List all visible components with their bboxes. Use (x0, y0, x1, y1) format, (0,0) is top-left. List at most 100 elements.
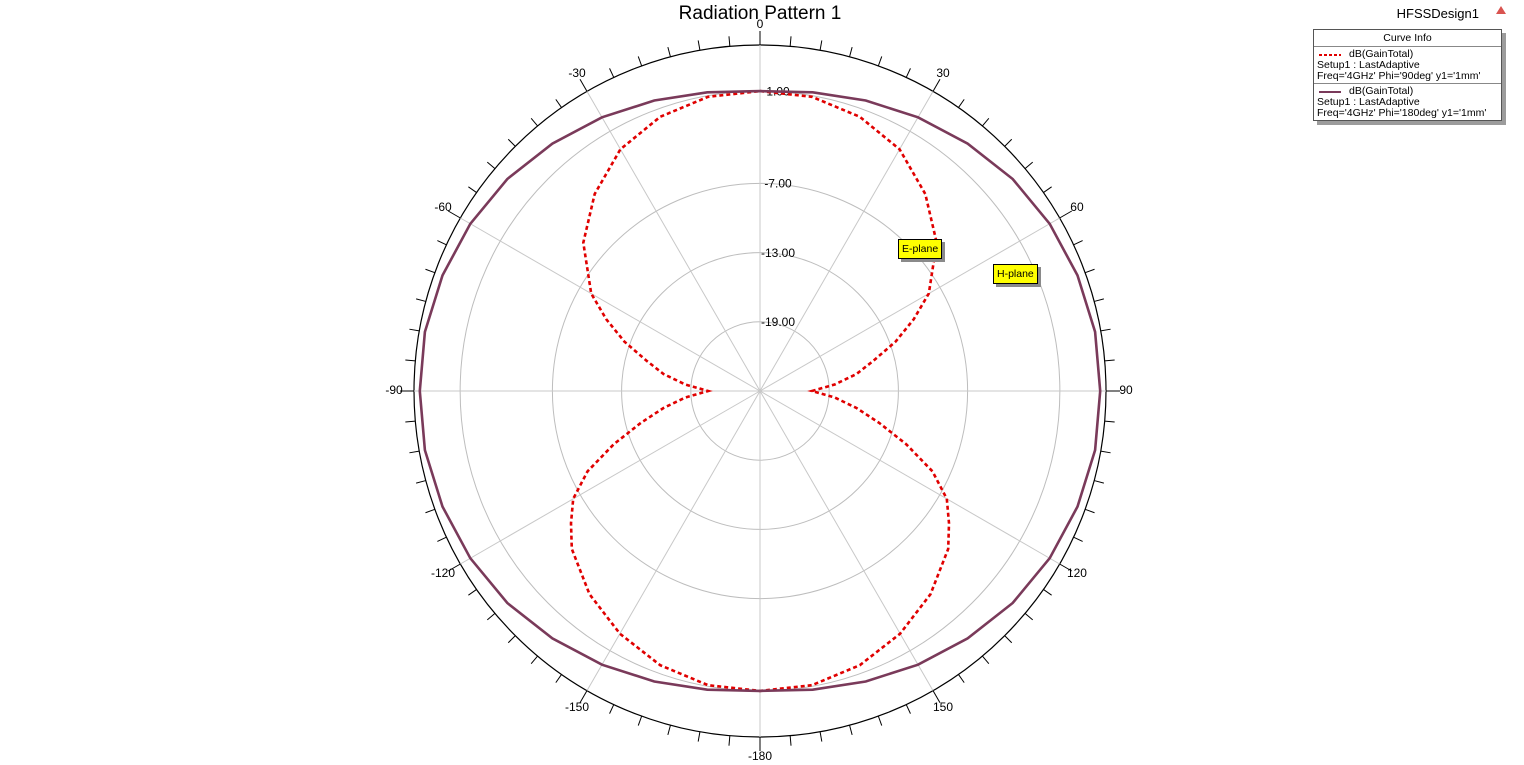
angle-tick (409, 450, 420, 454)
angle-tick (486, 613, 496, 621)
angle-tick-label: -30 (568, 66, 586, 80)
grid-spoke (460, 217, 761, 392)
angle-tick (1073, 240, 1083, 246)
angle-tick-label: -60 (434, 200, 452, 214)
design-name: HFSSDesign1 (1396, 6, 1479, 21)
legend-entry-phi90[interactable]: dB(GainTotal) Setup1 : LastAdaptive Freq… (1314, 47, 1501, 83)
angle-tick (789, 36, 792, 47)
angle-tick (982, 117, 990, 127)
grid-spoke (759, 390, 1060, 565)
angle-tick (1104, 420, 1115, 423)
legend-setup: Setup1 : LastAdaptive (1317, 96, 1420, 108)
radial-tick-label: -13.00 (761, 246, 795, 260)
angle-tick-label: 0 (757, 17, 764, 31)
angle-tick-marks (400, 31, 1120, 751)
angle-tick (579, 78, 588, 92)
radial-tick-label: -19.00 (761, 315, 795, 329)
series-curves (418, 89, 1102, 693)
angle-tick (1073, 536, 1083, 542)
legend-title: Curve Info (1314, 30, 1501, 47)
angle-tick (877, 56, 883, 67)
angle-tick (637, 715, 643, 726)
angle-tick (416, 298, 426, 302)
angle-tick (530, 117, 538, 127)
angle-tick (728, 36, 731, 47)
angle-tick-label: 30 (936, 66, 950, 80)
curve-info-legend[interactable]: Curve Info dB(GainTotal) Setup1 : LastAd… (1313, 29, 1502, 121)
angle-tick (437, 240, 447, 246)
angle-tick (789, 735, 792, 746)
angle-tick (849, 725, 853, 735)
chart-title-text: Radiation Pattern 1 (678, 3, 842, 24)
angle-tick (667, 725, 671, 735)
angle-tick (819, 40, 823, 51)
angle-tick (1094, 298, 1104, 302)
radial-tick-label: -7.00 (764, 177, 792, 191)
grid-spoke (586, 390, 761, 691)
angle-tick-label: 120 (1067, 566, 1087, 580)
angle-tick-label: 90 (1119, 383, 1133, 397)
grid-spoke (759, 390, 934, 691)
grid-spoke (460, 390, 761, 565)
legend-series-name: dB(GainTotal) (1349, 48, 1414, 60)
angle-tick (416, 480, 426, 484)
angle-tick (1043, 186, 1052, 193)
angle-tick (849, 47, 853, 57)
angle-tick-labels: 0 30 60 90 120 150 -180 -150 -120 -90 -60 -30 (385, 17, 1133, 763)
legend-params: Freq='4GHz' Phi='90deg' y1='1mm' (1317, 70, 1481, 82)
angle-tick (819, 731, 823, 742)
angle-tick (697, 40, 701, 51)
angle-tick (1104, 359, 1115, 362)
angle-tick (1059, 563, 1073, 572)
angle-tick (637, 56, 643, 67)
angle-tick (609, 704, 615, 714)
polar-grid (413, 44, 1107, 738)
legend-series-name: dB(GainTotal) (1349, 85, 1414, 97)
angle-tick (405, 420, 416, 423)
angle-tick (1084, 508, 1095, 514)
angle-tick (1084, 268, 1095, 274)
angle-tick-label: 60 (1070, 200, 1084, 214)
angle-tick (409, 328, 420, 332)
h-plane-curve (418, 89, 1102, 693)
legend-entry-phi180[interactable]: dB(GainTotal) Setup1 : LastAdaptive Freq… (1314, 83, 1501, 120)
angle-tick (425, 508, 436, 514)
angle-tick (905, 704, 911, 714)
angle-tick (667, 47, 671, 57)
angle-tick-label: -150 (565, 700, 589, 714)
angle-tick (982, 655, 990, 665)
angle-tick (530, 655, 538, 665)
angle-tick (447, 563, 461, 572)
chart-title: Radiation Pattern 1 (0, 3, 1524, 25)
angle-tick-label: -180 (748, 749, 772, 763)
angle-tick (425, 268, 436, 274)
angle-tick (507, 635, 516, 644)
grid-spoke (759, 91, 934, 392)
solid-line-swatch (1319, 90, 1341, 93)
angle-tick-label: -90 (385, 383, 403, 397)
dashed-line-swatch (1319, 53, 1341, 56)
e-plane-marker-label[interactable]: E-plane (898, 239, 943, 259)
angle-tick (447, 210, 461, 219)
angle-tick (728, 735, 731, 746)
angle-tick (1024, 161, 1034, 169)
angle-tick (1059, 210, 1073, 219)
radial-tick-labels: 1.00-7.00-13.00-19.00 (761, 84, 795, 329)
angle-tick (1043, 589, 1052, 596)
legend-setup: Setup1 : LastAdaptive (1317, 59, 1420, 71)
angle-tick (932, 690, 941, 704)
angle-tick-label: -120 (431, 566, 455, 580)
angle-tick-label: 150 (933, 700, 953, 714)
grid-spoke (586, 91, 761, 392)
angle-tick (1100, 328, 1111, 332)
angle-tick (1100, 450, 1111, 454)
warning-icon[interactable] (1496, 6, 1506, 14)
angle-tick (555, 674, 562, 683)
angle-tick (468, 186, 477, 193)
angle-tick (468, 589, 477, 596)
grid-spoke (759, 217, 1060, 392)
angle-tick (1004, 138, 1013, 147)
h-plane-marker-label[interactable]: H-plane (993, 264, 1038, 284)
angle-tick (579, 690, 588, 704)
